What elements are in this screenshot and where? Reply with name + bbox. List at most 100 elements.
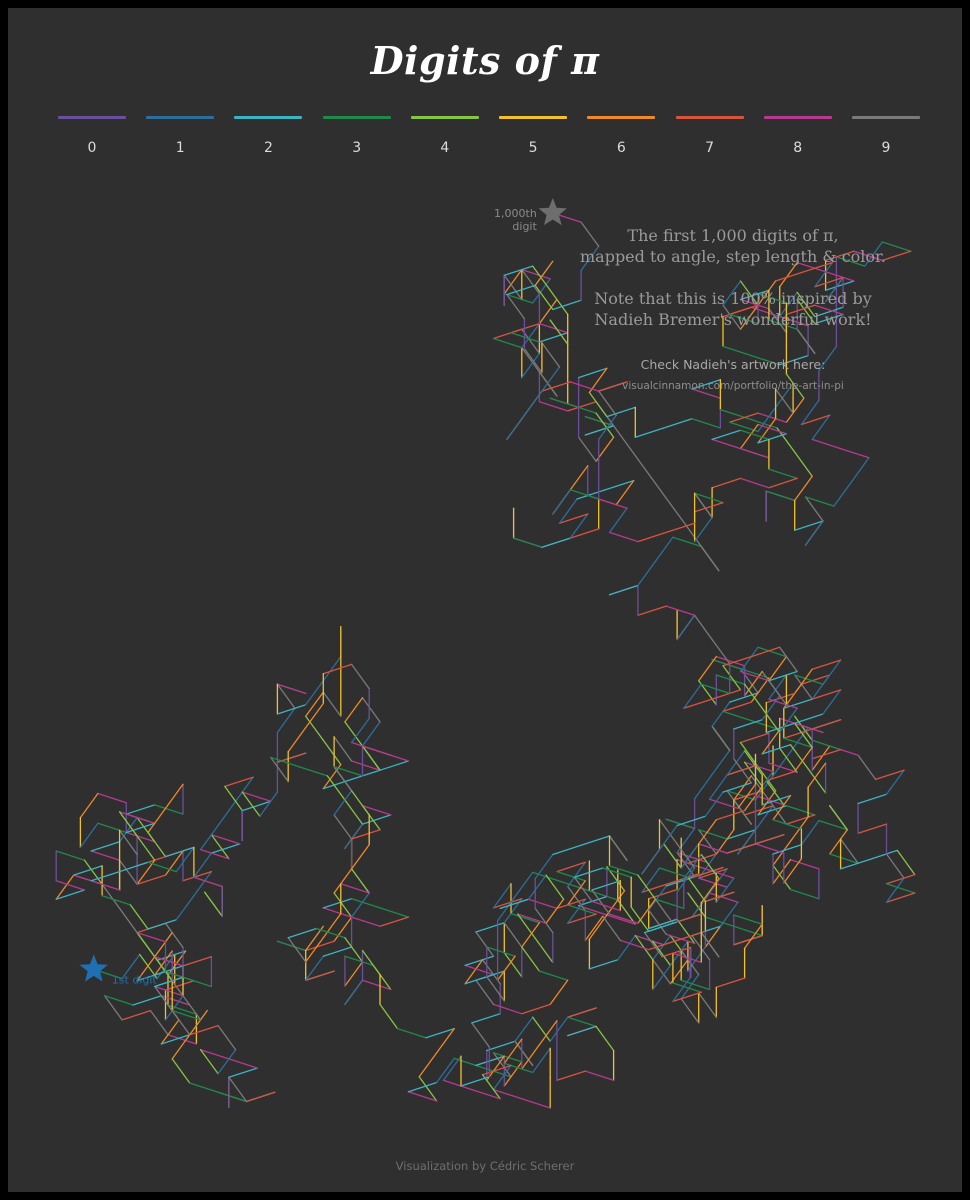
walk-step — [672, 982, 702, 993]
walk-step — [577, 367, 608, 379]
legend-swatch — [410, 116, 479, 119]
legend-label: 9 — [881, 140, 891, 156]
walk-step — [136, 956, 156, 982]
walk-step — [693, 492, 713, 519]
walk-step — [326, 775, 346, 801]
walk-step — [648, 921, 678, 932]
walk-step — [663, 418, 693, 429]
walk-step — [193, 876, 223, 888]
walk-step — [693, 773, 713, 800]
walk-step — [217, 800, 237, 827]
walk-step — [350, 868, 370, 894]
walk-step — [881, 250, 912, 262]
walk-step — [648, 473, 667, 499]
walk-step — [189, 1024, 219, 1036]
walk-step — [132, 995, 162, 1006]
walk-step — [857, 823, 888, 834]
walk-step — [687, 876, 707, 903]
walk-step — [580, 835, 611, 846]
walk-step — [577, 436, 597, 462]
walk-step — [160, 1019, 180, 1045]
last-digit-label: digit — [512, 220, 537, 233]
walk-step — [779, 291, 798, 318]
walk-step — [885, 877, 905, 903]
note-line: Nadieh Bremer's wonderful work! — [594, 310, 872, 329]
walk-step — [835, 256, 866, 267]
subtitle-text: The first 1,000 digits of π, mapped to a… — [563, 225, 903, 267]
walk-step — [726, 750, 746, 776]
walk-step — [676, 867, 696, 893]
walk-step — [708, 868, 728, 894]
walk-step — [305, 702, 324, 729]
walk-step — [768, 319, 798, 330]
walk-step — [868, 849, 898, 861]
walk-step — [396, 1027, 427, 1039]
walk-step — [811, 745, 831, 771]
walk-step — [492, 1064, 512, 1091]
walk-step — [772, 864, 792, 891]
walk-step — [885, 873, 916, 885]
walk-step — [541, 537, 571, 548]
walk-step — [270, 756, 289, 783]
walk-step — [118, 829, 138, 856]
walk-step — [464, 955, 495, 967]
walk-step — [199, 824, 219, 851]
walk-step — [503, 274, 523, 301]
walk-step — [322, 739, 342, 766]
walk-step — [567, 1007, 597, 1018]
walk-step — [885, 892, 916, 903]
walk-step — [700, 931, 720, 958]
walk-step — [800, 674, 831, 685]
walk-step — [715, 655, 746, 667]
walk-step — [182, 870, 213, 882]
walk-step — [754, 843, 785, 854]
walk-step — [361, 949, 381, 976]
walk-step — [361, 814, 392, 825]
walk-step — [506, 284, 536, 296]
walk-step — [503, 1038, 523, 1064]
walk-step — [164, 995, 184, 1021]
walk-step — [698, 868, 728, 879]
walk-step — [510, 322, 541, 334]
artwork-url[interactable]: visualcinnamon.com/portfolio/the-art-in-… — [622, 380, 844, 392]
walk-step — [322, 898, 353, 909]
walk-step — [552, 299, 582, 311]
walk-step — [687, 853, 717, 864]
walk-step — [822, 659, 842, 685]
walk-step — [708, 774, 728, 800]
walk-step — [475, 922, 505, 933]
walk-step — [743, 761, 763, 788]
walk-step — [693, 614, 713, 641]
walk-step — [672, 536, 702, 548]
artwork-prompt: Check Nadieh's artwork here: — [640, 357, 826, 372]
walk-step — [167, 1034, 198, 1045]
walk-step — [210, 843, 241, 854]
walk-step — [768, 674, 788, 700]
walk-step — [824, 276, 844, 303]
walk-step — [344, 979, 364, 1006]
walk-step — [521, 1044, 541, 1070]
legend-swatch — [499, 116, 568, 119]
walk-step — [811, 719, 842, 730]
walk-step — [534, 260, 554, 287]
walk-step — [576, 489, 607, 500]
walk-step — [149, 1009, 169, 1036]
walk-step — [101, 883, 121, 910]
walk-step — [503, 1061, 523, 1087]
walk-step — [665, 522, 696, 534]
walk-step — [765, 490, 796, 502]
walk-step — [811, 739, 842, 751]
walk-step — [715, 809, 746, 821]
walk-step — [464, 964, 495, 976]
walk-step — [643, 931, 663, 958]
digit-legend: 0 1 2 3 4 5 6 7 8 9 — [58, 116, 920, 176]
walk-step — [672, 952, 702, 964]
walk-step — [779, 315, 809, 327]
walk-step — [761, 744, 792, 755]
subtitle-line: The first 1,000 digits of π, — [627, 226, 839, 245]
walk-step — [407, 1081, 438, 1093]
walk-step — [698, 829, 728, 840]
walk-step — [691, 418, 722, 429]
walk-step — [199, 848, 230, 860]
